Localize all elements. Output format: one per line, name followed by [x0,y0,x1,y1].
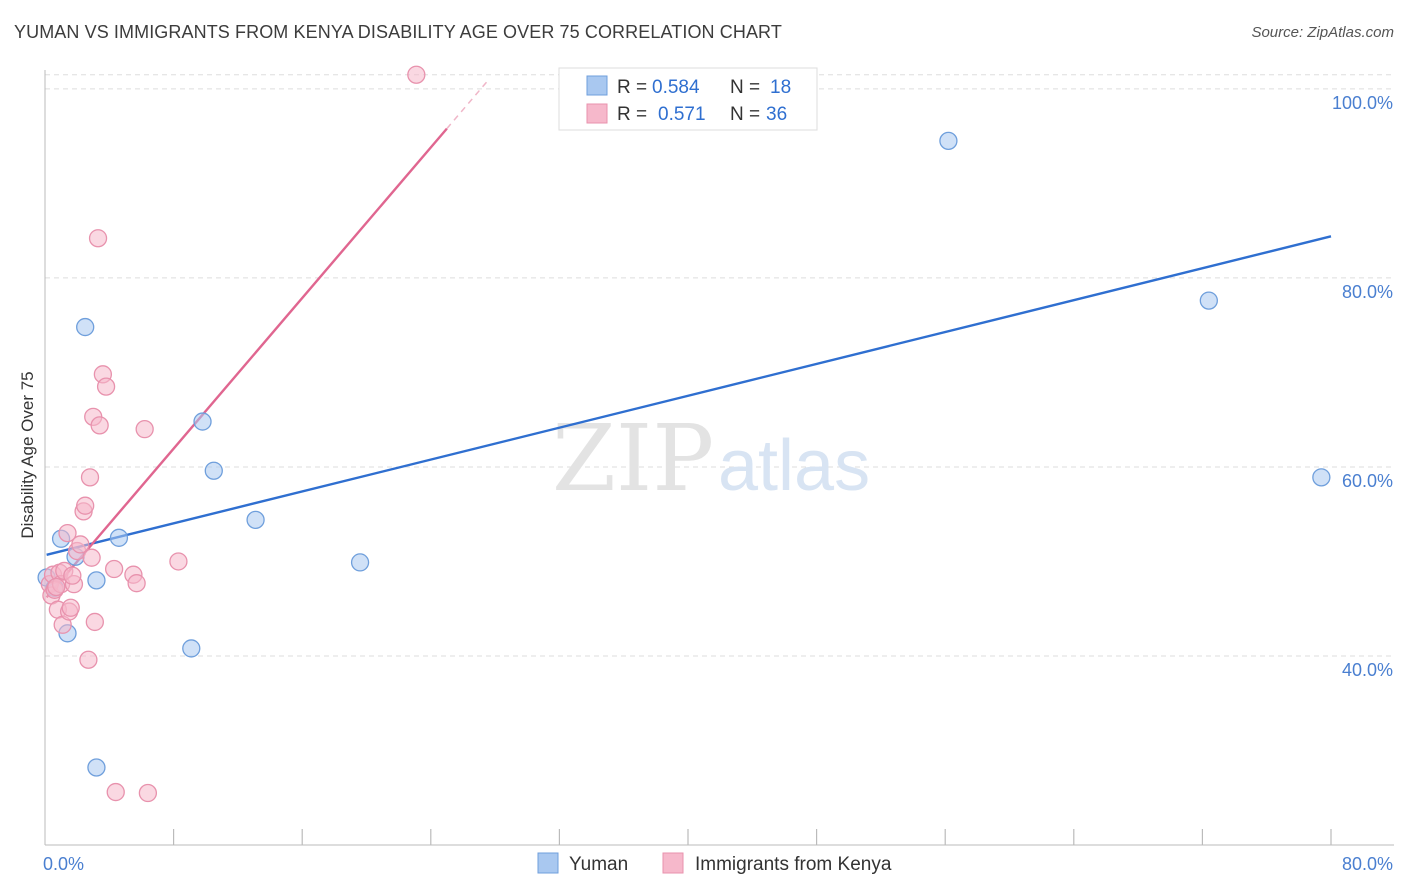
data-point-yuman [1199,291,1218,310]
legend-bottom-label-kenya: Immigrants from Kenya [695,854,892,875]
y-tick-label: 80.0% [1342,282,1393,302]
data-point-yuman [350,553,370,572]
source-credit: Source: ZipAtlas.com [1251,24,1394,41]
legend-swatch-kenya [586,103,608,124]
data-point-kenya [63,566,82,585]
watermark: ZIP atlas [552,405,870,512]
x-tick-label: 0.0% [43,854,84,874]
data-point-yuman [204,461,223,480]
legend-series: Yuman Immigrants from Kenya [537,852,892,875]
legend-n-label-kenya: N = [730,104,760,125]
legend-bottom-swatch-yuman [537,852,559,874]
trend-line-yuman [46,235,1332,557]
legend-n-value-kenya: 36 [766,104,787,125]
data-point-kenya [61,598,80,617]
legend-n-value-yuman: 18 [770,77,791,98]
data-point-kenya [135,419,154,439]
data-point-kenya [76,496,95,515]
tick-labels: 40.0% 60.0% 80.0% 100.0% 0.0% 80.0% [43,93,1393,874]
data-point-kenya [80,468,100,487]
y-tick-label: 60.0% [1342,471,1393,491]
data-point-yuman [87,758,106,777]
watermark-zip: ZIP [552,405,714,512]
legend-r-value-kenya: 0.571 [658,104,706,125]
data-point-kenya [82,548,101,567]
legend-bottom-label-yuman: Yuman [569,854,628,875]
data-point-kenya [58,523,77,543]
y-tick-label: 100.0% [1332,93,1393,113]
legend-n-label-yuman: N = [730,77,760,98]
watermark-atlas: atlas [718,426,870,506]
y-axis-title: Disability Age Over 75 [18,371,37,538]
y-tick-label: 40.0% [1342,660,1393,680]
data-point-kenya [88,229,108,248]
trend-lines [45,81,1332,599]
data-point-yuman [193,412,212,431]
data-point-kenya [106,782,125,802]
legend-r-label-kenya: R = [617,104,647,125]
data-point-yuman [246,510,265,530]
data-point-kenya [85,612,104,632]
data-point-kenya [169,552,188,571]
data-point-yuman [939,131,958,151]
grid-lines [45,74,1394,657]
legend-swatch-yuman [586,75,608,96]
data-point-yuman [76,317,95,337]
data-point-yuman [87,571,106,590]
data-point-kenya [127,574,146,593]
axes [44,70,1394,846]
data-point-yuman [1312,468,1331,487]
data-points [37,65,1331,803]
legend-r-label-yuman: R = [617,77,647,98]
data-point-kenya [47,577,66,597]
x-tick-label: 80.0% [1342,854,1393,874]
chart-title: YUMAN VS IMMIGRANTS FROM KENYA DISABILIT… [14,22,782,42]
data-point-kenya [104,559,124,579]
data-point-kenya [407,65,426,84]
data-point-yuman [109,528,129,547]
data-point-kenya [138,783,158,803]
data-point-kenya [71,535,90,554]
trend-line-kenya [45,127,448,599]
legend-bottom-swatch-kenya [662,852,684,874]
data-point-kenya [79,650,98,669]
data-point-yuman [182,639,201,658]
data-point-kenya [96,377,116,396]
legend-r-value-yuman: 0.584 [652,77,700,98]
data-point-kenya [90,416,109,435]
legend-stats: R = 0.584 N = 18 R = 0.571 N = 36 [558,67,818,131]
